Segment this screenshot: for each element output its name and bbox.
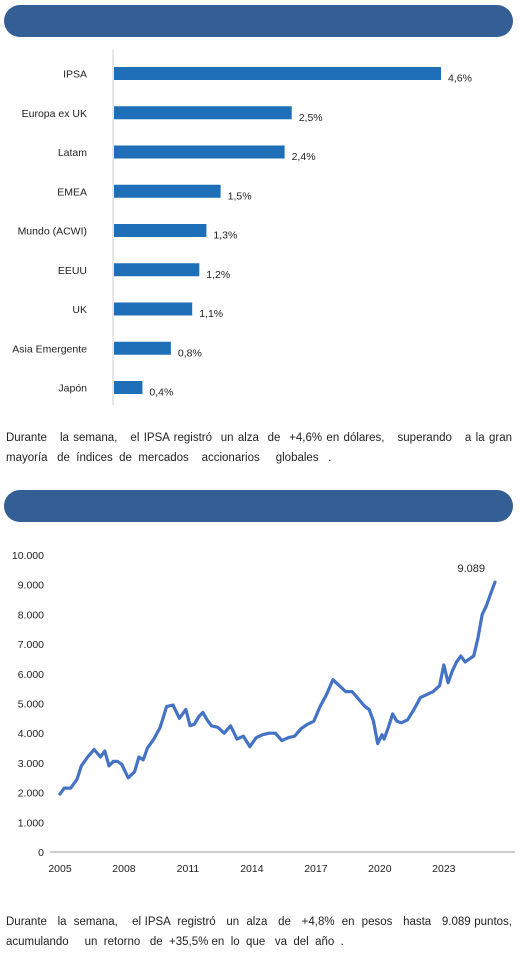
- bar: [114, 106, 292, 120]
- x-tick-label: 2011: [177, 863, 200, 875]
- value-label: 1,5%: [228, 190, 252, 202]
- bar: [114, 67, 441, 80]
- x-tick-label: 2005: [48, 863, 72, 875]
- line-chart: 0 1.000 2.000 3.000 4.000 5.000 6.000 7.000 8.00…: [12, 550, 515, 875]
- category-label: UK: [72, 304, 87, 316]
- section-header-ipsa-history: Evolución histórica IPSA ( pts ): [4, 490, 513, 546]
- value-label: 4,6%: [448, 73, 472, 85]
- y-tick-label: 9.000: [18, 580, 44, 592]
- section-title: Retorno semanal (% en USD): [30, 44, 258, 61]
- x-tick-label: 2020: [368, 863, 392, 875]
- value-label: 0,4%: [149, 387, 173, 399]
- section-header-weekly-return: Retorno semanal (% en USD): [4, 5, 513, 61]
- y-tick-label: 5.000: [18, 699, 44, 711]
- category-label: Mundo (ACWI): [18, 226, 87, 238]
- ipsa-series-line: [58, 580, 497, 796]
- value-label: 1,1%: [199, 308, 223, 320]
- y-tick-label: 7.000: [18, 639, 44, 651]
- y-tick-label: 0: [38, 847, 44, 859]
- category-label: Asia Emergente: [12, 343, 87, 355]
- category-label: EEUU: [58, 265, 87, 277]
- bar: [114, 145, 285, 159]
- bar: [114, 224, 207, 237]
- x-tick-label: 2014: [240, 863, 264, 875]
- value-label: 1,3%: [213, 230, 237, 242]
- y-tick-label: 2.000: [18, 788, 44, 800]
- bar: [114, 381, 143, 394]
- value-label: 0,8%: [178, 347, 202, 359]
- y-tick-label: 10.000: [12, 550, 44, 562]
- y-tick-label: 1.000: [18, 817, 44, 829]
- bar: [114, 184, 221, 198]
- x-tick-label: 2023: [432, 863, 456, 875]
- bar: [114, 263, 200, 277]
- bar-chart: IPSA 4,6% Europa ex UK 2,5% Latam 2,4% EMEA 1,5…: [12, 50, 472, 405]
- y-tick-label: 3.000: [18, 758, 44, 770]
- category-label: IPSA: [63, 69, 87, 81]
- category-label: EMEA: [57, 186, 87, 198]
- x-tick-label: 2008: [112, 863, 136, 875]
- value-label: 1,2%: [206, 269, 230, 281]
- bar: [114, 302, 193, 316]
- x-tick-label: 2017: [304, 863, 328, 875]
- last-value-label: 9.089: [457, 563, 485, 575]
- category-label: Latam: [58, 147, 87, 159]
- category-label: Europa ex UK: [22, 108, 87, 120]
- y-tick-label: 8.000: [18, 609, 44, 621]
- y-tick-label: 6.000: [18, 669, 44, 681]
- bar: [114, 341, 171, 355]
- section-title: Evolución histórica IPSA ( pts ): [30, 529, 286, 546]
- commentary-text: Durante la semana, el IPSA registró un a…: [6, 916, 519, 948]
- category-label: Japón: [58, 383, 87, 395]
- value-label: 2,5%: [299, 112, 323, 124]
- value-label: 2,4%: [292, 151, 316, 163]
- commentary-text: Durante la semana, el IPSA registró un a…: [6, 432, 519, 464]
- y-tick-label: 4.000: [18, 728, 44, 740]
